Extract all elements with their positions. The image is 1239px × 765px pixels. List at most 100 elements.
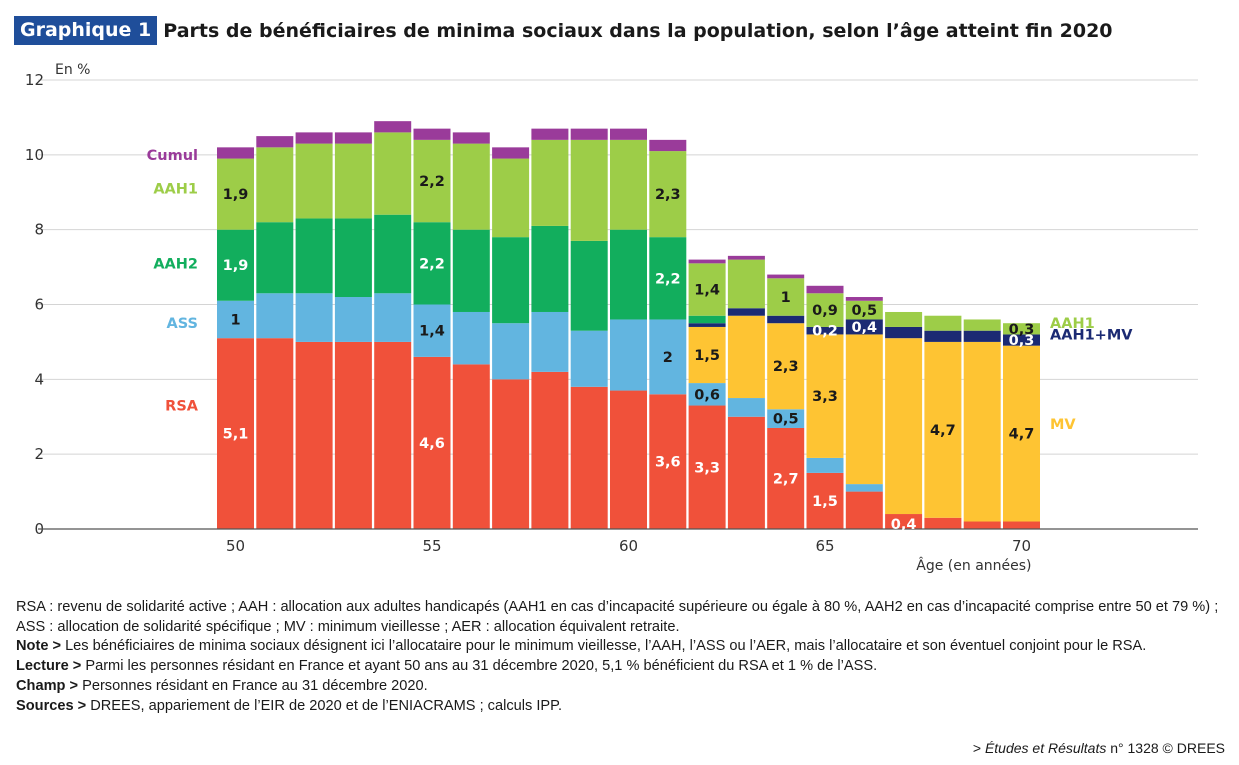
- bar-segment-aah1mv: [845, 319, 883, 335]
- bar-segment-aah2: [570, 240, 608, 331]
- bar-segment-rsa: [924, 517, 962, 529]
- bar-segment-rsa: [1003, 521, 1040, 529]
- data-label: 2,2: [655, 271, 681, 287]
- lecture-paragraph: Lecture > Parmi les personnes résidant e…: [16, 657, 1231, 677]
- data-label: 2,2: [419, 256, 445, 272]
- data-label: 0,4: [851, 320, 877, 336]
- bar-segment-mv: [924, 341, 962, 518]
- y-axis-label: En %: [55, 62, 90, 78]
- bar-segment-rsa: [492, 379, 530, 529]
- bar-segment-cumul: [688, 259, 726, 264]
- bar-segment-cumul: [767, 274, 805, 279]
- data-label: 2,3: [773, 359, 799, 375]
- bar-segment-rsa: [610, 390, 647, 529]
- bar-segment-aah1: [649, 151, 687, 238]
- bar-segment-aah1: [767, 278, 805, 316]
- bar-segment-ass: [688, 383, 726, 406]
- bar-segment-aah2: [217, 229, 254, 301]
- bar-segment-rsa: [217, 338, 254, 529]
- bar-segment-cumul: [374, 121, 412, 133]
- series-label-right-aah1: AAH1: [1050, 316, 1095, 332]
- data-label: 1,5: [812, 494, 838, 510]
- bar-segment-aah1mv: [767, 315, 805, 324]
- bar-segment-aah1mv: [727, 308, 765, 316]
- bar-segment-aah1mv: [924, 330, 962, 342]
- bar-segment-rsa: [767, 427, 805, 529]
- bar-segment-cumul: [649, 139, 687, 152]
- lecture-label: Lecture >: [16, 658, 82, 675]
- bar-segment-aah1: [256, 147, 294, 223]
- bar-segment-aah2: [256, 222, 294, 294]
- data-label: 0,2: [812, 324, 838, 340]
- bar-segment-ass: [806, 457, 844, 473]
- data-label: 5,1: [223, 427, 249, 443]
- bar-segment-ass: [492, 323, 530, 380]
- bar-segment-aah1mv: [963, 330, 1001, 342]
- data-label: 3,3: [812, 389, 838, 405]
- bar-segment-mv: [806, 334, 844, 458]
- bar-segment-cumul: [610, 128, 647, 140]
- bar-segment-ass: [295, 293, 333, 342]
- bar-segment-aah1: [570, 139, 608, 241]
- data-label: 0,5: [851, 303, 877, 319]
- y-tick-label: 10: [25, 146, 44, 164]
- chart-header: Graphique 1 Parts de bénéficiaires de mi…: [14, 16, 1113, 45]
- series-label-right-aah1mv: AAH1+MV: [1050, 327, 1133, 343]
- reference-number: n° 1328 © DREES: [1106, 740, 1225, 756]
- bar-segment-rsa: [256, 338, 294, 529]
- bar-segment-aah1mv: [688, 323, 726, 327]
- bar-segment-ass: [452, 311, 490, 365]
- bar-segment-ass: [531, 311, 569, 372]
- data-label: 2: [663, 350, 673, 366]
- bar-segment-aah1mv: [806, 326, 844, 335]
- bar-segment-rsa: [649, 394, 687, 529]
- bar-segment-aah1: [531, 139, 569, 226]
- bar-segment-mv: [963, 341, 1001, 522]
- bar-segment-aah1mv: [1003, 334, 1040, 346]
- bar-segment-aah1: [845, 300, 883, 320]
- data-label: 1,4: [694, 283, 720, 299]
- abbreviations-note: RSA : revenu de solidarité active ; AAH …: [16, 599, 1219, 635]
- y-tick-label: 12: [25, 71, 44, 89]
- data-label: 4,6: [419, 436, 445, 452]
- bar-segment-rsa: [806, 472, 844, 529]
- data-label: 0,3: [1009, 322, 1035, 338]
- bar-segment-aah2: [649, 237, 687, 320]
- bar-segment-cumul: [217, 147, 254, 159]
- y-tick-label: 8: [34, 221, 44, 239]
- data-label: 2,2: [419, 174, 445, 190]
- bar-segment-ass: [570, 330, 608, 387]
- bar-segment-cumul: [845, 297, 883, 301]
- data-label: 0,6: [694, 387, 720, 403]
- data-label: 0,9: [812, 303, 838, 319]
- bar-segment-ass: [649, 319, 687, 395]
- y-tick-label: 6: [34, 296, 44, 314]
- bar-segment-aah1: [217, 158, 254, 230]
- bar-segment-aah2: [492, 237, 530, 324]
- bar-segment-aah1: [295, 143, 333, 219]
- bar-segment-rsa: [570, 386, 608, 529]
- bar-segment-mv: [767, 323, 805, 410]
- data-label: 4,7: [930, 423, 956, 439]
- sources-paragraph: Sources > DREES, appariement de l’EIR de…: [16, 697, 1231, 717]
- series-label-aah1: AAH1: [153, 182, 198, 198]
- bar-segment-mv: [727, 315, 765, 399]
- figure-badge: Graphique 1: [14, 16, 158, 45]
- bar-segment-ass: [374, 293, 412, 342]
- publication-reference: > Études et Résultats n° 1328 © DREES: [973, 740, 1225, 756]
- bar-segment-rsa: [374, 341, 412, 529]
- data-label: 1,5: [694, 348, 720, 364]
- bar-segment-ass: [610, 319, 647, 391]
- sources-label: Sources >: [16, 697, 87, 714]
- note-text: Les bénéficiaires de minima sociaux dési…: [61, 638, 1147, 655]
- data-label: 1,9: [223, 187, 249, 203]
- bar-segment-aah1: [727, 259, 765, 309]
- bar-segment-ass: [727, 398, 765, 417]
- champ-text: Personnes résidant en France au 31 décem…: [78, 677, 428, 694]
- bar-segment-aah2: [374, 214, 412, 294]
- data-label: 0,3: [1009, 333, 1035, 349]
- bar-segment-mv: [885, 338, 923, 515]
- bar-segment-rsa: [688, 405, 726, 529]
- series-label-ass: ASS: [167, 316, 198, 332]
